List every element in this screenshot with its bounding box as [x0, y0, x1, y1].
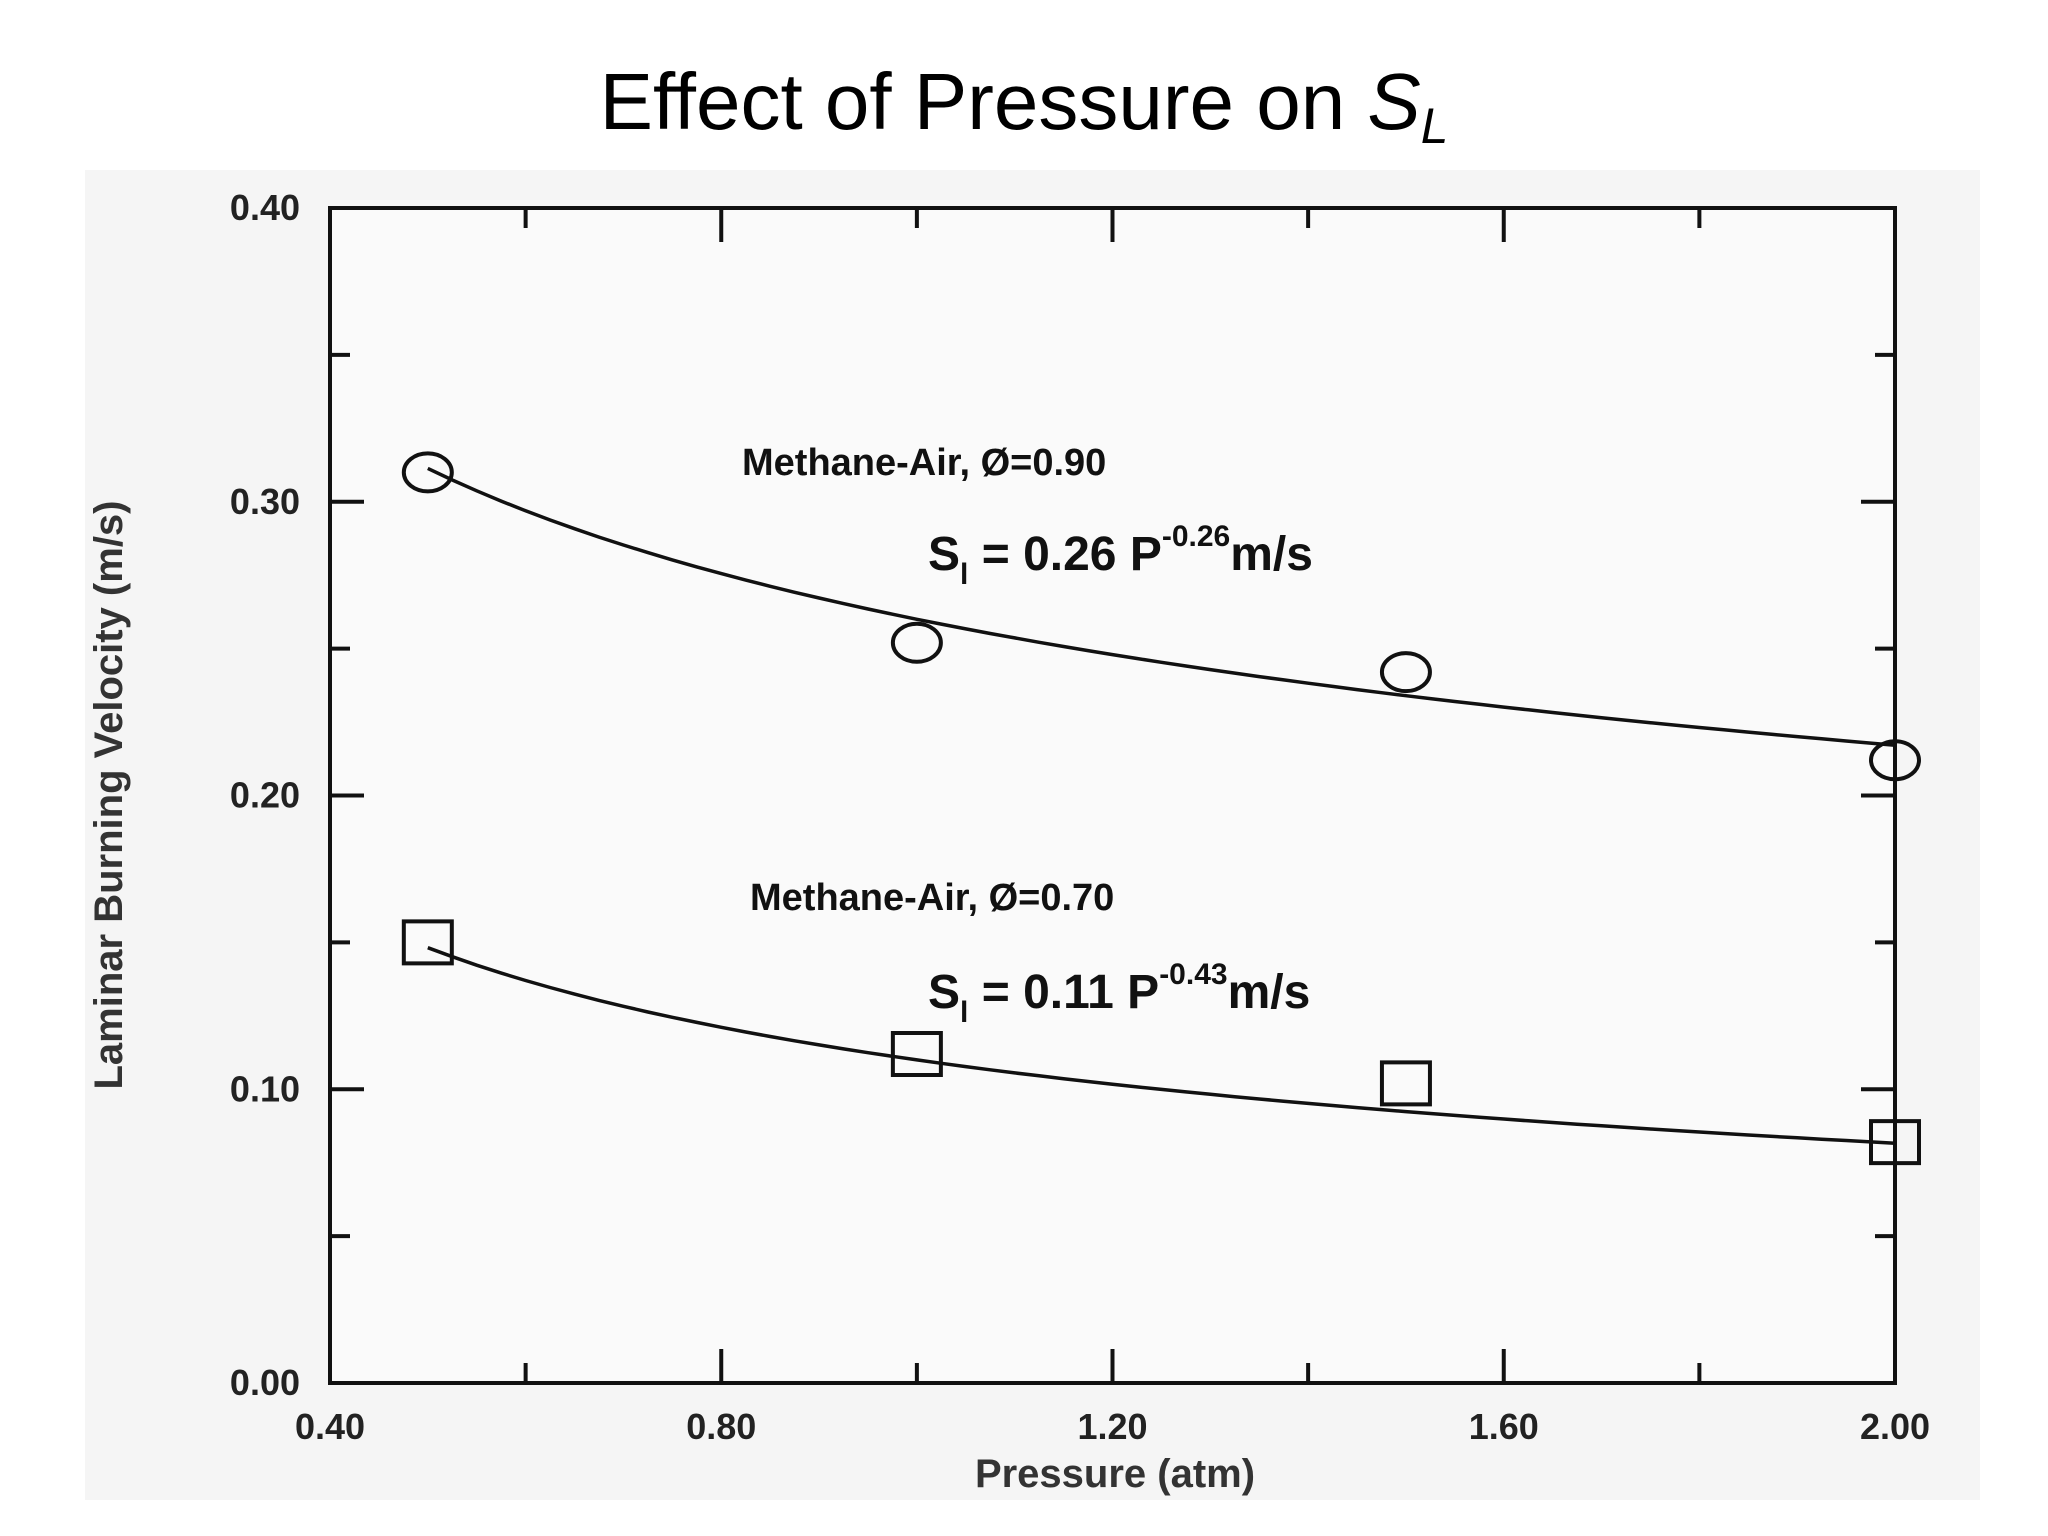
plot-area	[328, 206, 1897, 1385]
circle-marker	[401, 451, 454, 494]
x-tick-label: 0.80	[686, 1406, 756, 1447]
eq-s: S	[928, 966, 960, 1019]
circle-marker	[890, 621, 943, 664]
equation-phi-070: Sl = 0.11 P-0.43m/s	[928, 958, 1310, 1029]
square-marker	[401, 919, 454, 966]
axis-ticks	[328, 206, 1897, 1385]
square-marker	[890, 1031, 943, 1077]
title-subscript: L	[1420, 97, 1449, 154]
fit-curve-2	[427, 946, 1896, 1145]
tick-labels: 0.40 0.80 1.20 1.60 2.00 0.00 0.10 0.20 0.30 0.40	[230, 187, 1930, 1447]
circle-marker	[1869, 739, 1921, 782]
eq-mid: = 0.26 P	[968, 528, 1161, 581]
y-axis-title: Laminar Burning Velocity (m/s)	[87, 500, 131, 1089]
eq-exp: -0.43	[1159, 958, 1227, 991]
eq-sub: l	[960, 558, 968, 591]
y-tick-label: 0.00	[230, 1362, 300, 1403]
fit-curves	[427, 466, 1896, 1145]
data-markers	[401, 451, 1921, 1166]
eq-unit: m/s	[1228, 966, 1311, 1019]
x-tick-label: 1.60	[1469, 1406, 1539, 1447]
eq-exp: -0.26	[1162, 520, 1230, 553]
square-marker	[1869, 1119, 1921, 1166]
series-label-phi-070: Methane-Air, Ø=0.70	[750, 877, 1114, 919]
eq-s: S	[928, 528, 960, 581]
x-tick-label: 1.20	[1077, 1406, 1147, 1447]
y-tick-label: 0.40	[230, 187, 300, 228]
title-symbol: S	[1367, 57, 1421, 146]
y-tick-label: 0.10	[230, 1068, 300, 1109]
circle-marker	[1379, 651, 1432, 694]
x-tick-label: 0.40	[295, 1406, 365, 1447]
slide-title: Effect of Pressure on SL	[0, 57, 2048, 154]
y-tick-label: 0.20	[230, 775, 300, 816]
eq-mid: = 0.11 P	[968, 966, 1159, 1019]
eq-unit: m/s	[1230, 528, 1313, 581]
x-axis-title: Pressure (atm)	[975, 1452, 1255, 1496]
series-label-phi-090: Methane-Air, Ø=0.90	[742, 442, 1106, 484]
fit-curve-1	[427, 466, 1896, 747]
title-text: Effect of Pressure on	[599, 57, 1368, 146]
equation-phi-090: Sl = 0.26 P-0.26m/s	[928, 520, 1313, 591]
y-tick-label: 0.30	[230, 481, 300, 522]
square-marker	[1379, 1060, 1432, 1107]
x-tick-label: 2.00	[1860, 1406, 1930, 1447]
eq-sub: l	[960, 996, 968, 1029]
